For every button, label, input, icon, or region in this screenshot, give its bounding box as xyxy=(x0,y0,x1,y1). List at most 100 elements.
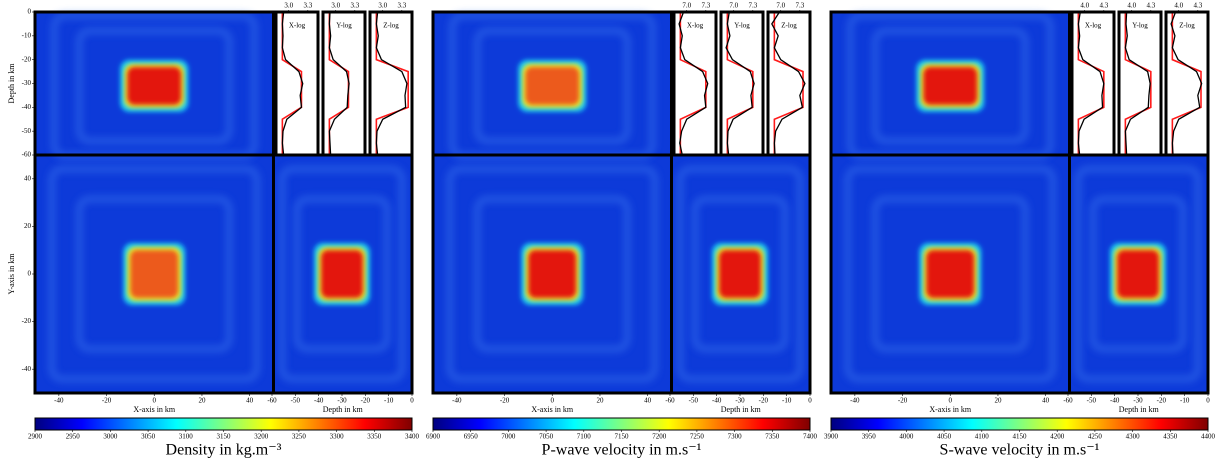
artifact-ring xyxy=(872,28,1028,144)
colorbar-tick-label: 7100 xyxy=(577,433,592,441)
y-tick-label: -20 xyxy=(22,317,32,325)
depth-tick-label: 0 xyxy=(1206,397,1210,405)
colorbar-tick-label: 6950 xyxy=(464,433,479,441)
log-curve xyxy=(678,11,709,156)
depth-tick-label: -60 xyxy=(22,151,32,159)
depth-tick-label: -30 xyxy=(1133,397,1143,405)
log-title: X-log xyxy=(687,22,704,30)
yz-image xyxy=(677,166,803,382)
artifact-ring xyxy=(49,166,260,382)
colorbar-tick-label: 4200 xyxy=(1050,433,1065,441)
log-tick-label: 3.0 xyxy=(284,2,293,10)
x-tick-label: 0 xyxy=(551,397,555,405)
colorbar-tick-label: 7050 xyxy=(539,433,554,441)
depth-tick-label: -20 xyxy=(361,397,371,405)
xz-image xyxy=(51,13,257,159)
colorbar-tick-label: 7400 xyxy=(803,433,818,441)
artifact-ring xyxy=(845,166,1056,382)
colorbar-tick-label: 6900 xyxy=(426,433,441,441)
colorbar-tick-label: 3900 xyxy=(824,433,839,441)
depth-tick-label: -30 xyxy=(337,397,347,405)
depth-axis-label: Depth in km xyxy=(1119,405,1160,414)
x-tick-label: -20 xyxy=(500,397,510,405)
artifact-ring xyxy=(677,166,803,382)
log-title: X-log xyxy=(1085,22,1102,30)
log-curve xyxy=(771,11,806,156)
artifact-ring xyxy=(692,196,788,352)
xz-image xyxy=(847,13,1053,159)
colorbar-tick-label: 7350 xyxy=(765,433,780,441)
depth-tick-label: 0 xyxy=(28,8,32,16)
log-curve xyxy=(773,12,804,155)
colorbar-tick-label: 3400 xyxy=(405,433,420,441)
colorbar-tick-label: 4400 xyxy=(1201,433,1216,441)
depth-axis-label: Depth in km xyxy=(721,405,762,414)
depth-tick-label: -10 xyxy=(22,31,32,39)
depth-tick-label: -60 xyxy=(665,397,675,405)
x-tick-label: -40 xyxy=(850,397,860,405)
colorbar-label: P-wave velocity in m.s⁻¹ xyxy=(542,442,702,459)
artifact-ring xyxy=(474,196,630,352)
x-tick-label: -20 xyxy=(898,397,908,405)
colorbar-tick-label: 3250 xyxy=(292,433,307,441)
log-title: Y-log xyxy=(734,22,750,30)
depth-tick-label: -20 xyxy=(759,397,769,405)
log-curve xyxy=(725,11,755,156)
log-tick-label: 4.0 xyxy=(1174,2,1183,10)
log-curve xyxy=(1170,11,1203,156)
anomaly-core xyxy=(525,66,580,105)
log-title: Z-log xyxy=(1179,22,1195,30)
colorbar xyxy=(830,417,1209,431)
log-title: X-log xyxy=(289,22,306,30)
x-tick-label: 40 xyxy=(246,397,254,405)
colorbar-tick-label: 4350 xyxy=(1163,433,1178,441)
depth-tick-label: -50 xyxy=(291,397,301,405)
depth-tick-label: -40 xyxy=(22,103,32,111)
colorbar-tick-label: 3150 xyxy=(217,433,232,441)
y-tick-label: 0 xyxy=(28,270,32,278)
log-frame xyxy=(321,10,367,157)
colorbar xyxy=(432,417,811,431)
y-tick-label: 20 xyxy=(24,222,32,230)
log-tick-label: 4.3 xyxy=(1146,2,1155,10)
colorbar-tick-label: 4000 xyxy=(899,433,914,441)
x-tick-label: 0 xyxy=(949,397,953,405)
y-tick-label: -40 xyxy=(22,365,32,373)
log-frame xyxy=(368,10,414,157)
x-tick-label: -40 xyxy=(54,397,64,405)
depth-tick-label: -60 xyxy=(1063,397,1073,405)
log-tick-label: 4.0 xyxy=(1127,2,1136,10)
depth-tick-label: 0 xyxy=(808,397,812,405)
colorbar-tick-label: 7000 xyxy=(501,433,516,441)
colorbar-tick-label: 4050 xyxy=(937,433,952,441)
x-tick-label: 20 xyxy=(994,397,1002,405)
x-tick-label: 0 xyxy=(153,397,157,405)
x-tick-label: -20 xyxy=(102,397,112,405)
log-tick-label: 4.3 xyxy=(1099,2,1108,10)
artifact-ring xyxy=(1075,166,1201,382)
colorbar-tick-label: 7200 xyxy=(652,433,667,441)
log-tick-label: 3.0 xyxy=(331,2,340,10)
log-curve xyxy=(679,12,707,155)
anomaly-core xyxy=(1117,250,1159,298)
x-tick-label: 40 xyxy=(1042,397,1050,405)
artifact-ring xyxy=(447,166,658,382)
depth-tick-label: -40 xyxy=(712,397,722,405)
depth-tick-label: 0 xyxy=(410,397,414,405)
artifact-ring xyxy=(474,28,630,144)
colorbar-tick-label: 7300 xyxy=(728,433,743,441)
artifact-ring xyxy=(1090,196,1186,352)
anomaly-core xyxy=(719,250,761,298)
xy-image xyxy=(447,166,658,382)
x-tick-label: 20 xyxy=(198,397,206,405)
depth-axis-label: Depth in km xyxy=(7,63,16,104)
log-tick-label: 3.3 xyxy=(397,2,406,10)
artifact-ring xyxy=(76,28,232,144)
log-tick-label: 7.3 xyxy=(748,2,757,10)
colorbar-tick-label: 3100 xyxy=(179,433,194,441)
log-curve xyxy=(281,11,304,156)
log-tick-label: 7.0 xyxy=(776,2,785,10)
depth-tick-label: -10 xyxy=(384,397,394,405)
log-title: Z-log xyxy=(781,22,797,30)
xy-image xyxy=(49,166,260,382)
